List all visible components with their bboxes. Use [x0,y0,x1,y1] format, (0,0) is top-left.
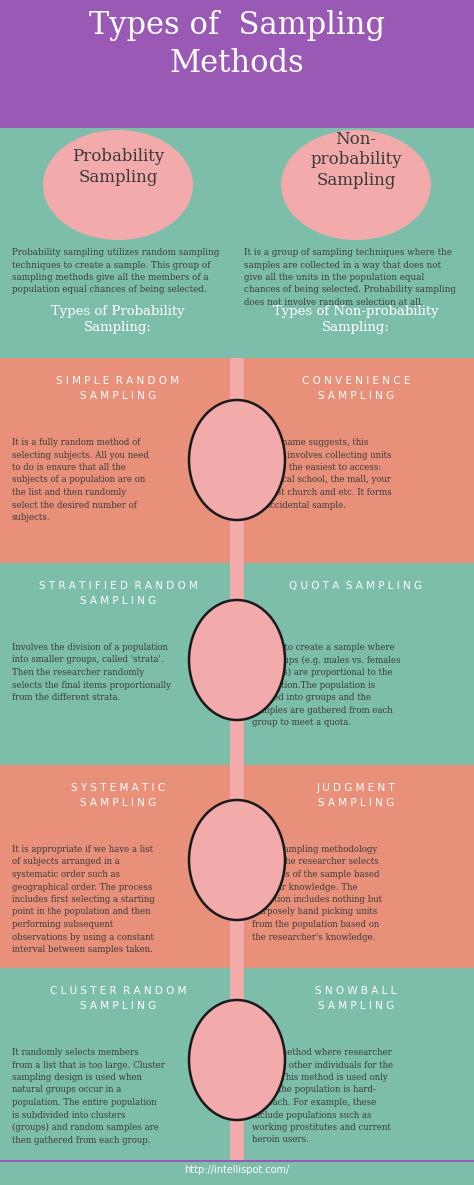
Text: http://intellispot.com/: http://intellispot.com/ [184,1165,290,1176]
Bar [0,563,474,766]
Bar [0,358,474,563]
Text: C O N V E N I E N C E
S A M P L I N G: C O N V E N I E N C E S A M P L I N G [302,376,410,401]
Ellipse shape [43,130,193,241]
Text: S I M P L E  R A N D O M
S A M P L I N G: S I M P L E R A N D O M S A M P L I N G [56,376,180,401]
Text: It aims to create a sample where
the groups (e.g. males vs. females
workers) are: It aims to create a sample where the gro… [252,643,401,728]
Text: S T R A T I F I E D  R A N D O M
S A M P L I N G: S T R A T I F I E D R A N D O M S A M P … [38,581,198,606]
Text: J U D G M E N T
S A M P L I N G: J U D G M E N T S A M P L I N G [317,783,395,808]
Text: It is a group of sampling techniques where the
samples are collected in a way th: It is a group of sampling techniques whe… [244,248,456,307]
Bar [0,1162,474,1185]
Text: It is a method where researcher
recruits other individuals for the
study. This m: It is a method where researcher recruits… [252,1048,393,1145]
Ellipse shape [189,800,285,920]
Bar [0,0,474,128]
Bar [0,128,474,358]
Ellipse shape [281,130,431,241]
Bar [0,766,474,968]
Ellipse shape [189,600,285,720]
Text: Probability
Sampling: Probability Sampling [72,148,164,186]
Bar [0,968,474,1160]
Text: S N O W B A L L
S A M P L I N G: S N O W B A L L S A M P L I N G [315,986,397,1011]
Text: S Y S T E M A T I C
S A M P L I N G: S Y S T E M A T I C S A M P L I N G [71,783,165,808]
Text: Non-
probability
Sampling: Non- probability Sampling [310,130,402,190]
Ellipse shape [189,1000,285,1120]
Text: It is a sampling methodology
where the researcher selects
the units of the sampl: It is a sampling methodology where the r… [252,845,382,942]
Text: As the name suggests, this
method involves collecting units
that are the easiest: As the name suggests, this method involv… [252,438,392,510]
Ellipse shape [189,401,285,520]
Text: Types of Probability
Sampling:: Types of Probability Sampling: [51,305,185,334]
Text: Probability sampling utilizes random sampling
techniques to create a sample. Thi: Probability sampling utilizes random sam… [12,248,219,295]
Text: It is appropriate if we have a list
of subjects arranged in a
systematic order s: It is appropriate if we have a list of s… [12,845,155,954]
Text: C L U S T E R  R A N D O M
S A M P L I N G: C L U S T E R R A N D O M S A M P L I N … [50,986,186,1011]
Text: It is a fully random method of
selecting subjects. All you need
to do is ensure : It is a fully random method of selecting… [12,438,149,523]
Text: Q U O T A  S A M P L I N G: Q U O T A S A M P L I N G [290,581,422,591]
Text: Types of  Sampling
Methods: Types of Sampling Methods [89,9,385,79]
Text: Involves the division of a population
into smaller groups, called 'strata'.
Then: Involves the division of a population in… [12,643,171,702]
Text: Types of Non-probability
Sampling:: Types of Non-probability Sampling: [273,305,439,334]
Text: It randomly selects members
from a list that is too large. Cluster
sampling desi: It randomly selects members from a list … [12,1048,165,1145]
